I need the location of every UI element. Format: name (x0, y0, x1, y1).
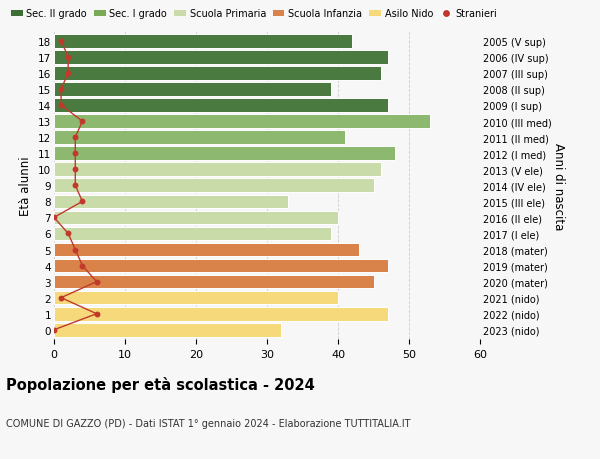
Point (92, 278, 101, 285)
Bar (54, 243, 359, 257)
Point (71, 150, 80, 157)
Bar (54, 163, 380, 177)
Legend: Sec. II grado, Sec. I grado, Scuola Primaria, Scuola Infanzia, Asilo Nido, Stran: Sec. II grado, Sec. I grado, Scuola Prim… (11, 10, 497, 19)
Point (71, 166, 80, 174)
Y-axis label: Età alunni: Età alunni (19, 156, 32, 216)
Point (49, 326, 59, 334)
Point (56, 86, 66, 94)
Bar (54, 51, 388, 65)
Bar (54, 83, 331, 96)
Point (64, 54, 73, 62)
Point (56, 294, 66, 302)
Point (92, 310, 101, 318)
Bar (54, 67, 380, 81)
Bar (54, 275, 373, 289)
Bar (54, 115, 430, 129)
Point (56, 102, 66, 110)
Bar (54, 179, 373, 193)
Point (71, 134, 80, 141)
Point (64, 70, 73, 78)
Text: Popolazione per età scolastica - 2024: Popolazione per età scolastica - 2024 (6, 376, 315, 392)
Point (77, 198, 87, 206)
Point (77, 262, 87, 269)
Bar (54, 131, 345, 145)
Bar (54, 227, 331, 241)
Point (56, 38, 66, 45)
Bar (54, 259, 388, 273)
Point (49, 214, 59, 222)
Bar (54, 99, 388, 112)
Bar (54, 147, 395, 161)
Bar (54, 195, 288, 209)
Text: COMUNE DI GAZZO (PD) - Dati ISTAT 1° gennaio 2024 - Elaborazione TUTTITALIA.IT: COMUNE DI GAZZO (PD) - Dati ISTAT 1° gen… (6, 418, 410, 428)
Bar (54, 291, 338, 305)
Bar (54, 323, 281, 337)
Bar (54, 35, 352, 49)
Point (77, 118, 87, 125)
Bar (54, 307, 388, 321)
Point (71, 246, 80, 254)
Bar (54, 211, 338, 225)
Point (71, 182, 80, 190)
Y-axis label: Anni di nascita: Anni di nascita (553, 142, 565, 230)
Point (64, 230, 73, 238)
